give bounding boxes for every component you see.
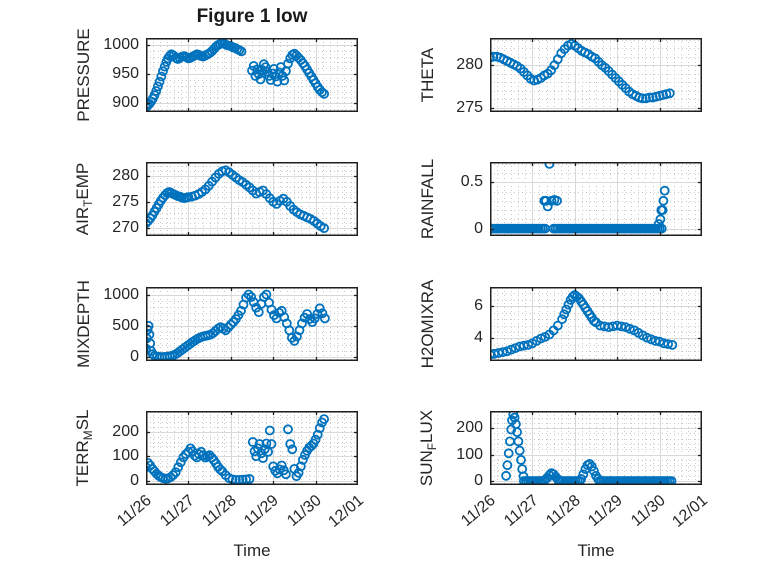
xtick-label: 12/01 xyxy=(325,492,367,531)
ytick-label-rainfall: 0 xyxy=(474,219,483,237)
xtick-label: 12/01 xyxy=(669,492,711,531)
plot-mixdepth xyxy=(146,287,358,361)
figure-title: Figure 1 low xyxy=(196,6,308,27)
x-axis-label-right: Time xyxy=(577,541,615,560)
scatter-markers-rainfall xyxy=(490,162,670,234)
plot-rainfall xyxy=(490,162,702,236)
ylabel-theta: THETA xyxy=(418,47,437,103)
xtick-label: 11/27 xyxy=(156,492,198,531)
xtick-label: 11/29 xyxy=(241,492,283,531)
scatter-markers-sun-flux xyxy=(501,411,677,485)
ytick-label-mixdepth: 0 xyxy=(130,348,139,366)
axes-border xyxy=(146,162,358,236)
ytick-label-pressure: 1000 xyxy=(103,35,139,53)
ytick-label-sun-flux: 100 xyxy=(456,445,483,463)
scatter-markers-h2omixra xyxy=(490,290,678,360)
axes-border xyxy=(146,287,358,361)
scatter-markers-terr-msl xyxy=(146,414,330,485)
ytick-label-theta: 280 xyxy=(456,56,483,74)
ytick-label-terr-msl: 0 xyxy=(130,471,139,489)
plot-theta xyxy=(490,38,702,112)
ytick-label-pressure: 950 xyxy=(112,65,139,83)
plot-sun-flux xyxy=(490,411,702,485)
ytick-label-rainfall: 0.5 xyxy=(460,173,483,191)
plot-h2omixra xyxy=(490,287,702,361)
plot-pressure xyxy=(146,38,358,112)
ytick-label-air-temp: 280 xyxy=(112,167,139,185)
axes-border xyxy=(490,162,702,236)
xtick-label: 11/27 xyxy=(500,492,542,531)
scatter-markers-pressure xyxy=(146,38,330,112)
ylabel-h2omixra: H2OMIXRA xyxy=(418,279,437,369)
minor-grid xyxy=(146,287,358,361)
axes-border xyxy=(146,411,358,485)
ylabel-terr-msl: TERRMSL xyxy=(72,409,96,487)
x-axis-label-left: Time xyxy=(233,541,271,560)
ylabel-sun-flux: SUNFLUX xyxy=(416,409,440,487)
xtick-label: 11/26 xyxy=(458,492,499,531)
xtick-label: 11/30 xyxy=(283,492,325,531)
xtick-label: 11/29 xyxy=(585,492,627,531)
ylabel-pressure: PRESSURE xyxy=(74,28,93,122)
axes-border xyxy=(146,38,358,112)
axes-border xyxy=(490,287,702,361)
scatter-markers-theta xyxy=(490,39,675,104)
xtick-label: 11/28 xyxy=(199,492,240,531)
ytick-label-pressure: 900 xyxy=(112,94,139,112)
ylabel-subscript: M xyxy=(81,430,96,441)
ylabel-subscript: T xyxy=(81,199,96,207)
scatter-markers-air-temp xyxy=(146,165,330,234)
ytick-label-terr-msl: 200 xyxy=(112,422,139,440)
xtick-label: 11/30 xyxy=(627,492,669,531)
xtick-label: 11/28 xyxy=(543,492,584,531)
ytick-label-mixdepth: 500 xyxy=(112,316,139,334)
ytick-label-sun-flux: 200 xyxy=(456,419,483,437)
ylabel-subscript: F xyxy=(425,442,440,451)
ytick-label-h2omixra: 4 xyxy=(474,329,483,347)
xtick-label: 11/26 xyxy=(114,492,155,531)
ytick-label-mixdepth: 1000 xyxy=(103,285,139,303)
ytick-label-air-temp: 270 xyxy=(112,219,139,237)
scatter-markers-mixdepth xyxy=(146,289,330,361)
plot-air-temp xyxy=(146,162,358,236)
ytick-label-air-temp: 275 xyxy=(112,193,139,211)
ylabel-rainfall: RAINFALL xyxy=(418,158,437,240)
axes-border xyxy=(490,38,702,112)
ytick-label-theta: 275 xyxy=(456,98,483,116)
ytick-label-sun-flux: 0 xyxy=(474,472,483,490)
plot-terr-msl xyxy=(146,411,358,485)
ylabel-mixdepth: MIXDEPTH xyxy=(74,280,93,368)
ytick-label-h2omixra: 6 xyxy=(474,297,483,315)
axes-border xyxy=(490,411,702,485)
ytick-label-terr-msl: 100 xyxy=(112,447,139,465)
ylabel-air-temp: AIRTEMP xyxy=(72,162,96,236)
